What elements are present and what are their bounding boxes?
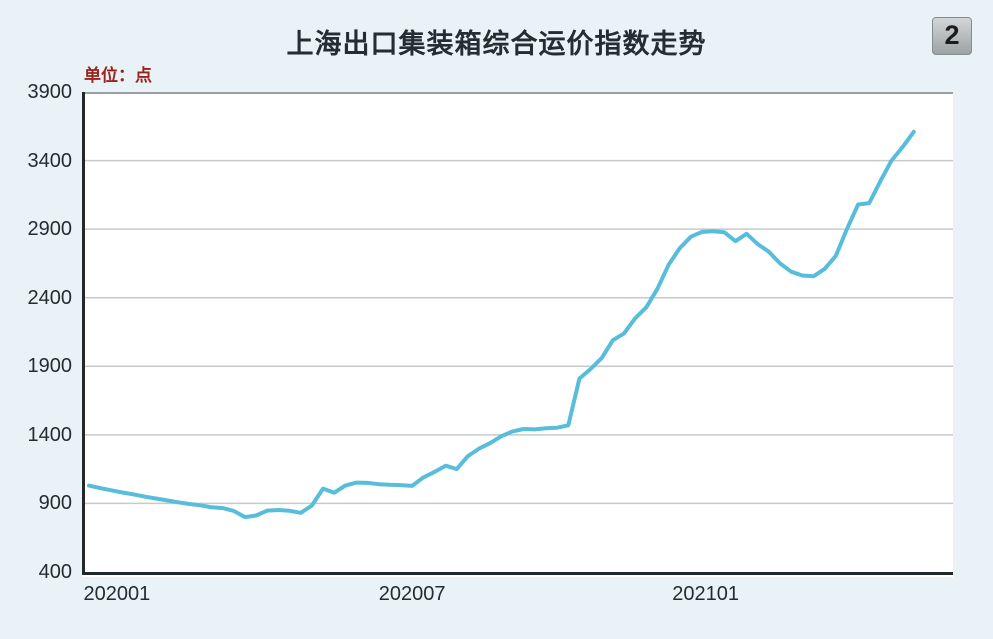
y-tick-label-3900: 3900 — [27, 81, 73, 103]
y-tick-label-400: 400 — [38, 561, 72, 583]
figure-number-badge: 2 — [932, 17, 972, 55]
y-tick-label-900: 900 — [38, 492, 72, 515]
unit-label: 单位：点 — [84, 66, 152, 85]
x-axis-line — [82, 572, 953, 575]
y-tick-label-2400: 2400 — [27, 286, 73, 309]
y-axis-line — [82, 92, 85, 575]
line-chart-svg — [82, 92, 953, 575]
x-tick-label-202001: 202001 — [83, 583, 151, 605]
y-tick-label-3400: 3400 — [27, 149, 73, 172]
chart-title: 上海出口集装箱综合运价指数走势 — [286, 29, 707, 59]
index-trend-line — [87, 129, 916, 520]
x-tick-label-202007: 202007 — [378, 583, 446, 605]
y-tick-label-1900: 1900 — [27, 355, 73, 378]
plot-top-border — [82, 92, 953, 94]
x-tick-label-202101: 202101 — [672, 583, 739, 605]
plot-area — [82, 92, 953, 577]
y-tick-label-2900: 2900 — [27, 218, 73, 241]
y-tick-label-1400: 1400 — [27, 423, 73, 446]
